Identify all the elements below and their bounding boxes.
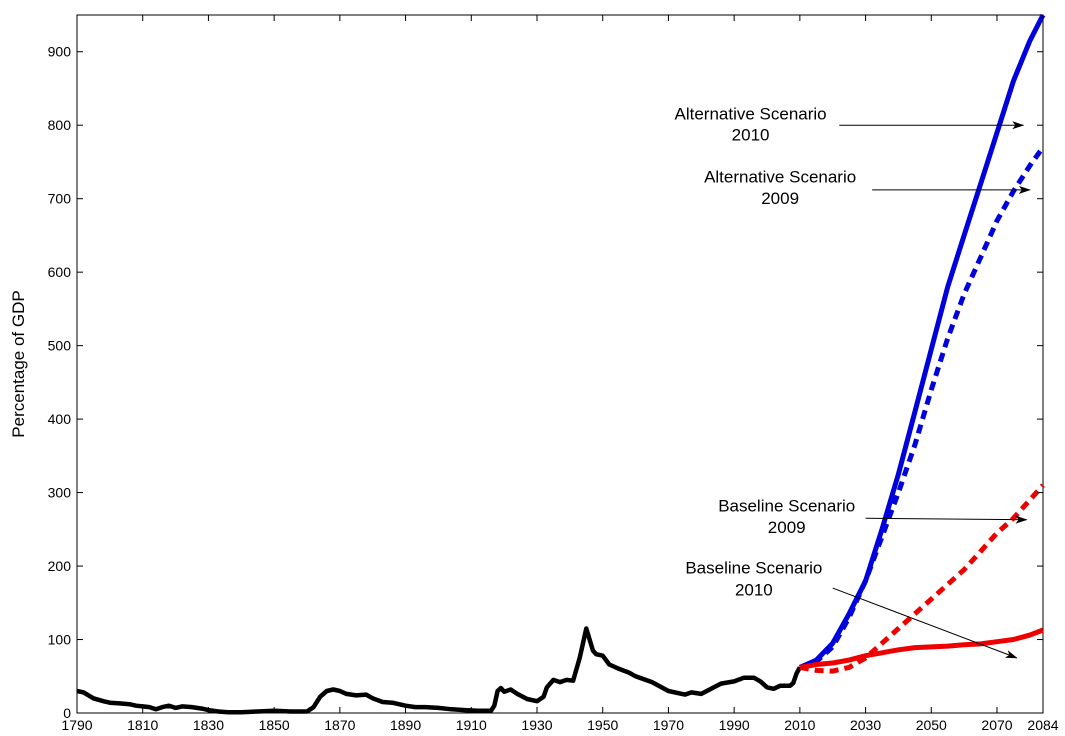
x-tick-label: 1890 [390, 717, 421, 733]
y-tick-label: 300 [48, 485, 72, 501]
plot-area-frame [76, 14, 1044, 714]
x-tick-label: 1810 [127, 717, 158, 733]
x-tick-label: 1910 [456, 717, 487, 733]
x-tick-label: 2084 [1027, 717, 1058, 733]
x-tick-label: 1950 [587, 717, 618, 733]
historical-debt-line [76, 626, 802, 715]
annotation-arrow [865, 515, 1028, 524]
y-tick-label: 900 [48, 44, 72, 60]
y-tick-label: 500 [48, 338, 72, 354]
alternative-2010-line [798, 13, 1046, 670]
x-tick-label: 1870 [324, 717, 355, 733]
y-tick-label: 0 [63, 705, 71, 721]
x-tick-label: 1970 [653, 717, 684, 733]
x-tick-label: 2050 [916, 717, 947, 733]
scenario-annotation: Baseline Scenario 2009 [718, 497, 1028, 537]
annotation-arrow [832, 587, 1018, 659]
y-tick-label: 800 [48, 117, 72, 133]
x-tick-label: 1990 [719, 717, 750, 733]
x-tick-label: 1790 [61, 717, 92, 733]
x-tick-label: 1830 [193, 717, 224, 733]
scenario-annotation: Alternative Scenario 2010 [675, 104, 1025, 145]
y-tick-label: 700 [48, 191, 72, 207]
series-layer [76, 13, 1046, 715]
annotation-year: 2010 [732, 126, 770, 145]
y-tick-label: 600 [48, 264, 72, 280]
annotation-title: Alternative Scenario [675, 104, 827, 123]
baseline-2010-line [799, 627, 1044, 670]
scenario-annotation: Baseline Scenario 2010 [685, 558, 1018, 659]
annotation-title: Baseline Scenario [685, 558, 822, 577]
baseline-2009-line [799, 483, 1045, 674]
annotation-year: 2009 [768, 518, 806, 537]
annotation-title: Alternative Scenario [704, 168, 856, 187]
x-tick-label: 2070 [981, 717, 1012, 733]
x-tick-label: 1850 [259, 717, 290, 733]
y-tick-label: 100 [48, 632, 72, 648]
x-tick-label: 1930 [521, 717, 552, 733]
x-tick-label: 2010 [784, 717, 815, 733]
ticks-layer: 1790 1810 1830 1850 1870 1890 1910 1930 1950 1970… [48, 15, 1059, 733]
y-tick-label: 400 [48, 411, 72, 427]
annotation-year: 2009 [761, 189, 799, 208]
alternative-2009-line [799, 145, 1046, 670]
annotation-title: Baseline Scenario [718, 497, 855, 516]
y-axis-title: Percentage of GDP [9, 290, 28, 437]
annotation-year: 2010 [735, 580, 773, 599]
scenario-annotation: Alternative Scenario 2009 [704, 168, 1031, 208]
y-tick-label: 200 [48, 558, 72, 574]
x-tick-label: 2030 [850, 717, 881, 733]
